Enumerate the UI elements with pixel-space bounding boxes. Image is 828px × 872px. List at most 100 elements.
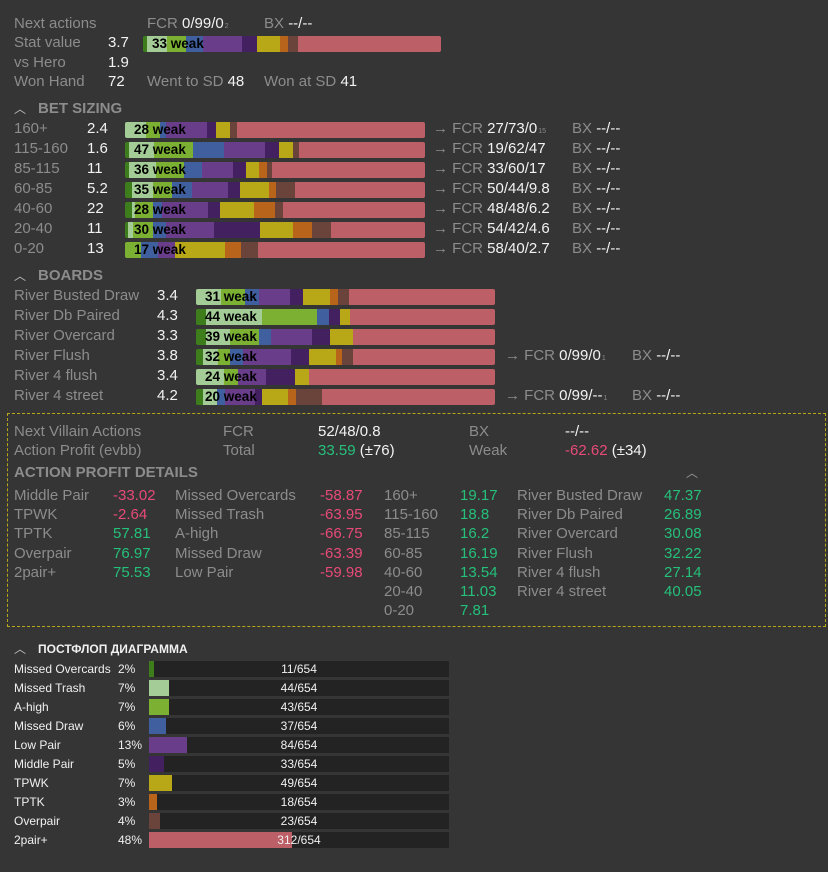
- vs-hero-value: 1.9: [108, 54, 129, 71]
- bar-segment-r: [350, 309, 495, 325]
- postflop-percent: 7%: [118, 700, 136, 714]
- bar-segment-b: [230, 349, 243, 365]
- bar-segment-br: [229, 122, 237, 138]
- weak-range-label: 35 weak: [134, 182, 186, 198]
- detail-label: River 4 flush: [517, 563, 601, 581]
- row-label: River Busted Draw: [14, 287, 140, 304]
- bx-value: --/--: [288, 15, 313, 32]
- bar-segment-br: [266, 162, 272, 178]
- detail-value: -66.75: [320, 525, 363, 543]
- bar-segment-b: [317, 309, 329, 325]
- row-value: 3.8: [157, 347, 178, 364]
- fcr-readout: → FCR 48/48/6.2: [433, 200, 550, 218]
- fcr-label: FCR: [452, 220, 483, 237]
- boards-header[interactable]: BOARDS: [38, 267, 104, 284]
- bar-segment-b: [159, 122, 166, 138]
- row-value: 4.3: [157, 307, 178, 324]
- bar-segment-p: [165, 222, 214, 238]
- bx-readout: BX --/--: [572, 200, 620, 218]
- action-profit-details-header[interactable]: ACTION PROFIT DETAILS: [14, 464, 198, 481]
- detail-label: 20-40: [384, 583, 423, 600]
- row-value: 3.3: [157, 327, 178, 344]
- postflop-label: Missed Trash: [14, 681, 86, 695]
- bx-readout: BX --/--: [572, 160, 620, 178]
- details-collapse-chevron-icon[interactable]: ︿: [686, 466, 699, 480]
- fcr-value: 33/60/17: [487, 160, 546, 177]
- bx-value: --/--: [596, 200, 621, 217]
- bar-segment-r: [257, 242, 425, 258]
- range-bar: 28 weak: [125, 122, 425, 138]
- weak-count: 32: [205, 349, 221, 364]
- bar-segment-r: [349, 289, 495, 305]
- weak-text: weak: [152, 122, 186, 137]
- detail-value: 19.17: [460, 487, 498, 504]
- bx-label: BX: [264, 15, 285, 32]
- postflop-label: 2pair+: [14, 833, 48, 847]
- bar-segment-lg: [202, 389, 218, 405]
- bar-segment-y: [216, 122, 230, 138]
- weak-count: 39: [205, 329, 221, 344]
- stat-value: 3.7: [108, 34, 129, 51]
- bar-segment-y: [302, 289, 331, 305]
- bar-segment-br: [338, 289, 350, 305]
- bar-segment-dg: [196, 309, 207, 325]
- detail-value: -63.39: [320, 544, 363, 562]
- row-value: 22: [87, 200, 104, 217]
- bx-value: --/--: [656, 347, 681, 364]
- detail-label: 0-20: [384, 602, 415, 620]
- bx-label: BX: [632, 347, 653, 364]
- bar-segment-g: [167, 36, 186, 52]
- bx-label: BX: [572, 240, 593, 257]
- range-bar: 24 weak: [196, 369, 495, 385]
- range-bar: 17 weak: [125, 242, 425, 258]
- bx-value: --/--: [656, 387, 681, 404]
- bar-segment-y: [245, 162, 259, 178]
- postflop-diagram-header[interactable]: ПОСТФЛОП ДИАГРАММА: [38, 642, 188, 656]
- bar-segment-p: [192, 182, 228, 198]
- range-bar: 39 weak: [196, 329, 495, 345]
- postflop-label: TPTK: [14, 795, 45, 809]
- postflop-percent: 7%: [118, 776, 136, 790]
- detail-label: TPWK: [14, 506, 58, 524]
- postflop-bar-fill: [149, 661, 155, 677]
- bx-label: BX: [572, 200, 593, 217]
- fcr-value: 0/99/0: [182, 15, 224, 32]
- won-at-sd: Won at SD 41: [264, 73, 357, 91]
- weak-range-label: 20 weak: [205, 389, 257, 405]
- detail-value: 26.89: [664, 506, 702, 524]
- bet-sizing-collapse-chevron-icon[interactable]: ︿: [14, 102, 27, 116]
- postflop-bar-fill: [149, 775, 172, 791]
- fcr-sub: 1: [601, 355, 606, 362]
- bar-segment-dg: [125, 222, 129, 238]
- postflop-count: 33/654: [280, 757, 318, 771]
- bar-segment-p: [271, 329, 313, 345]
- total-deviation: (±76): [359, 442, 395, 459]
- bar-segment-r: [271, 162, 425, 178]
- postflop-bar: 312/654: [149, 832, 449, 848]
- bar-segment-y: [239, 182, 269, 198]
- bar-segment-p: [242, 349, 291, 365]
- bar-segment-lg: [202, 349, 219, 365]
- bx-label: BX: [572, 180, 593, 197]
- boards-collapse-chevron-icon[interactable]: ︿: [14, 269, 27, 283]
- bx-label: BX: [632, 387, 653, 404]
- weak-range-label: 36 weak: [134, 162, 186, 178]
- bar-segment-b: [186, 36, 203, 52]
- arrow-right-icon: →: [505, 347, 525, 364]
- bx-value: --/--: [596, 240, 621, 257]
- row-label: 40-60: [14, 200, 53, 217]
- range-bar: 28 weak: [125, 202, 425, 218]
- weak-range-label: 32 weak: [205, 349, 257, 365]
- weak-text: weak: [223, 369, 257, 384]
- fcr-readout: → FCR 27/73/015: [433, 120, 546, 141]
- postflop-percent: 7%: [118, 681, 136, 695]
- bar-segment-r: [353, 329, 495, 345]
- bet-sizing-header[interactable]: BET SIZING: [38, 100, 123, 117]
- range-bar: 30 weak: [125, 222, 425, 238]
- detail-label: Missed Trash: [175, 506, 265, 524]
- weak-text: weak: [152, 162, 186, 177]
- postflop-collapse-chevron-icon[interactable]: ︿: [14, 642, 27, 656]
- bar-segment-r: [236, 122, 425, 138]
- row-label: River Flush: [14, 347, 90, 364]
- bx-readout: BX --/--: [572, 180, 620, 198]
